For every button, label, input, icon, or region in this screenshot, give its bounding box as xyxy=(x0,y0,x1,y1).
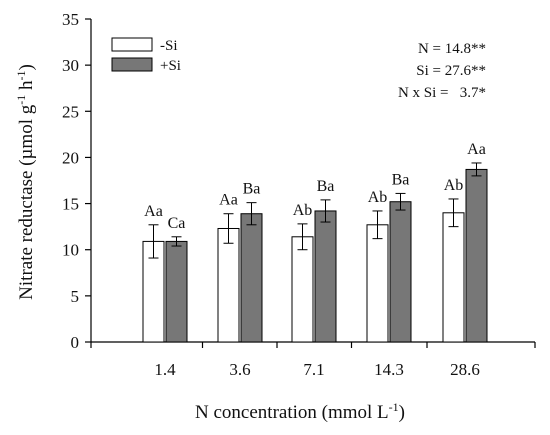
significance-label-plus-si-4: Aa xyxy=(467,141,486,158)
bar-plus-si-2 xyxy=(314,210,337,343)
bar-plus-si-3 xyxy=(389,201,412,343)
y-tick-label-10: 10 xyxy=(62,241,79,260)
significance-label-plus-si-0: Ca xyxy=(168,215,186,232)
legend: -Si +Si xyxy=(111,37,181,74)
legend-swatch-minus-si xyxy=(111,37,153,52)
significance-label-minus-si-2: Ab xyxy=(293,202,313,219)
x-axis-label-main: N concentration (mmol L xyxy=(195,402,389,423)
y-axis-label-sup2: -1 xyxy=(14,71,28,81)
bar-plus-si-4 xyxy=(465,168,488,343)
y-tick-label-25: 25 xyxy=(62,102,79,121)
x-axis-label-end: ) xyxy=(399,402,405,423)
plot-area: 0 5 10 15 20 25 30 35 1.4 3.6 7.1 14.3 28.6 Aa Aa Ab Ab A… xyxy=(62,10,536,379)
x-axis-label-sup: -1 xyxy=(389,400,399,414)
x-tick-label-28-6: 28.6 xyxy=(450,360,480,379)
y-axis-label-main: Nitrate reductase (µmol g xyxy=(16,104,37,300)
annotation-si: Si = 27.6** xyxy=(416,63,486,79)
significance-label-minus-si-3: Ab xyxy=(368,189,388,206)
y-tick-label-35: 35 xyxy=(62,10,79,29)
bar-minus-si-1 xyxy=(217,227,240,343)
annotation-n-x-si: N x Si = 3.7* xyxy=(398,85,486,101)
bar-minus-si-2 xyxy=(291,236,314,343)
x-tick-label-7-1: 7.1 xyxy=(303,360,324,379)
y-axis-label-mid: h xyxy=(16,80,37,95)
bar-plus-si-0 xyxy=(165,240,188,343)
legend-swatch-plus-si xyxy=(111,57,153,72)
bar-minus-si-3 xyxy=(366,224,389,343)
y-tick-label-0: 0 xyxy=(71,333,80,352)
y-tick-label-30: 30 xyxy=(62,56,79,75)
y-axis-label: Nitrate reductase (µmol g-1 h-1) xyxy=(14,64,37,300)
significance-label-plus-si-1: Ba xyxy=(243,181,261,198)
x-tick-label-14-3: 14.3 xyxy=(374,360,404,379)
bar-plus-si-1 xyxy=(240,213,263,343)
y-tick-label-15: 15 xyxy=(62,195,79,214)
y-axis-label-sup1: -1 xyxy=(14,95,28,105)
annotation-n: N = 14.8** xyxy=(418,41,486,57)
significance-label-minus-si-1: Aa xyxy=(219,192,238,209)
legend-label-plus-si: +Si xyxy=(160,58,181,74)
y-tick-label-20: 20 xyxy=(62,148,79,167)
significance-label-minus-si-0: Aa xyxy=(144,203,163,220)
x-tick-label-3-6: 3.6 xyxy=(229,360,250,379)
significance-label-plus-si-2: Ba xyxy=(317,178,335,195)
x-axis-label: N concentration (mmol L-1) xyxy=(195,400,405,423)
significance-label-minus-si-4: Ab xyxy=(444,177,464,194)
y-tick-label-5: 5 xyxy=(71,287,80,306)
bar-minus-si-4 xyxy=(442,212,465,343)
x-tick-label-1-4: 1.4 xyxy=(154,360,176,379)
legend-label-minus-si: -Si xyxy=(160,38,178,54)
y-axis-label-end: ) xyxy=(16,64,37,70)
significance-label-plus-si-3: Ba xyxy=(392,171,410,188)
